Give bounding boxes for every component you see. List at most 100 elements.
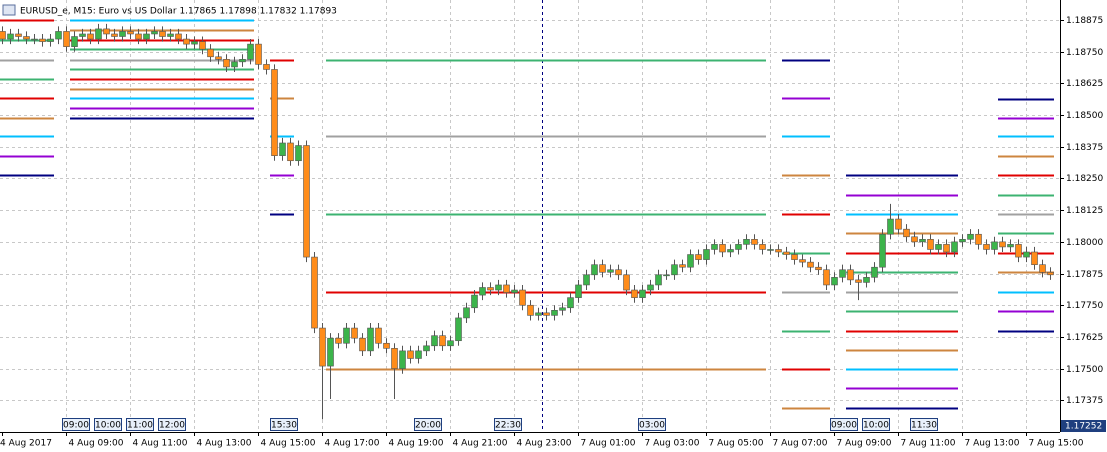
candle-body (567, 297, 574, 309)
candle-body (495, 284, 502, 291)
candle-body (87, 33, 94, 40)
candle-body (343, 327, 350, 344)
candle-body (383, 342, 390, 349)
candle-body (247, 43, 254, 60)
candle-body (551, 310, 558, 316)
candle-body (0, 31, 6, 40)
candle-body (431, 335, 438, 347)
time-marker-label: 22:30 (495, 421, 521, 431)
candle-body (999, 241, 1006, 248)
candle-body (511, 289, 518, 293)
candle-body (663, 274, 670, 277)
candle-body (543, 312, 550, 316)
time-marker-box (494, 418, 522, 431)
time-marker-box (94, 418, 122, 431)
candle-body (671, 264, 678, 276)
candle-body (39, 38, 46, 42)
candle-body (775, 249, 782, 253)
time-marker-box (830, 418, 858, 431)
candle-body (455, 317, 462, 342)
candle-body (743, 239, 750, 245)
candle-body (183, 38, 190, 45)
candle-body (831, 277, 838, 286)
y-tick-label: 1.18500 (1066, 111, 1103, 121)
candle-body (839, 269, 846, 278)
candle-body (1047, 271, 1054, 276)
candle-body (111, 33, 118, 37)
candle-body (983, 244, 990, 250)
candle-body (199, 41, 206, 50)
candle-body (823, 269, 830, 286)
candle-body (855, 279, 862, 283)
candle-body (335, 337, 342, 344)
candle-body (607, 269, 614, 273)
time-marker-label: 20:00 (415, 421, 441, 431)
candle-body (527, 304, 534, 316)
y-tick-label: 1.18000 (1066, 238, 1103, 248)
annotations: 09:00 10:00 11:00 12:00 15:30 20:00 22:30 03:00… (62, 418, 1106, 432)
candle-body (591, 264, 598, 276)
y-tick-label: 1.18750 (1066, 48, 1103, 58)
candle-body (503, 284, 510, 293)
time-marker-label: 03:00 (639, 421, 665, 431)
time-marker-label: 11:30 (911, 421, 937, 431)
x-tick-label: 4 Aug 11:00 (133, 439, 188, 449)
candle-body (103, 28, 110, 35)
x-tick-label: 7 Aug 01:00 (581, 439, 636, 449)
time-marker-label: 10:00 (95, 421, 121, 431)
candle-body (359, 337, 366, 352)
candle-body (231, 61, 238, 68)
chart-icon (2, 4, 16, 16)
candle-body (143, 33, 150, 40)
candle-body (1015, 244, 1022, 258)
candle-body (863, 277, 870, 283)
last-price-label: 1.17252 (1065, 422, 1102, 432)
x-tick-label: 7 Aug 13:00 (965, 439, 1020, 449)
candle-body (895, 218, 902, 230)
candle-body (943, 244, 950, 253)
x-tick-label: 4 Aug 21:00 (453, 439, 508, 449)
last-price-box (1061, 420, 1106, 432)
candle-body (1031, 251, 1038, 265)
candle-body (695, 254, 702, 260)
time-marker-box (62, 418, 90, 431)
y-tick-label: 1.18625 (1066, 79, 1103, 89)
candle-body (423, 345, 430, 352)
candle-body (55, 31, 62, 40)
candle-body (135, 33, 142, 40)
candle-body (239, 59, 246, 63)
time-marker-box (862, 418, 890, 431)
candle-body (639, 289, 646, 298)
y-tick-label: 1.17625 (1066, 333, 1103, 343)
candle-body (783, 251, 790, 255)
candle-body (599, 264, 606, 273)
candle-body (119, 31, 126, 37)
candle-body (351, 327, 358, 339)
candle-body (767, 249, 774, 251)
time-marker-box (414, 418, 442, 431)
candle-body (631, 289, 638, 298)
candle-body (719, 244, 726, 253)
candle-body (759, 244, 766, 250)
candle-body (471, 294, 478, 309)
x-tick-label: 7 Aug 05:00 (709, 439, 764, 449)
x-tick-label: 7 Aug 15:00 (1029, 439, 1084, 449)
candle-body (951, 241, 958, 253)
x-tick-label: 4 Aug 2017 (0, 439, 52, 449)
candle-body (727, 249, 734, 253)
candle-body (439, 335, 446, 347)
candle-body (583, 274, 590, 286)
levels (0, 19, 1054, 410)
y-tick-label: 1.17750 (1066, 301, 1103, 311)
x-tick-label: 4 Aug 13:00 (197, 439, 252, 449)
candle-body (799, 259, 806, 263)
x-tick-label: 7 Aug 03:00 (645, 439, 700, 449)
x-tick-label: 4 Aug 17:00 (325, 439, 380, 449)
candle-body (791, 254, 798, 260)
chart-title: EURUSD_e, M15: Euro vs US Dollar 1.17865… (20, 7, 337, 17)
candle-body (255, 43, 262, 65)
candle-body (23, 36, 30, 40)
time-marker-box (638, 418, 666, 431)
candle-body (847, 269, 854, 281)
